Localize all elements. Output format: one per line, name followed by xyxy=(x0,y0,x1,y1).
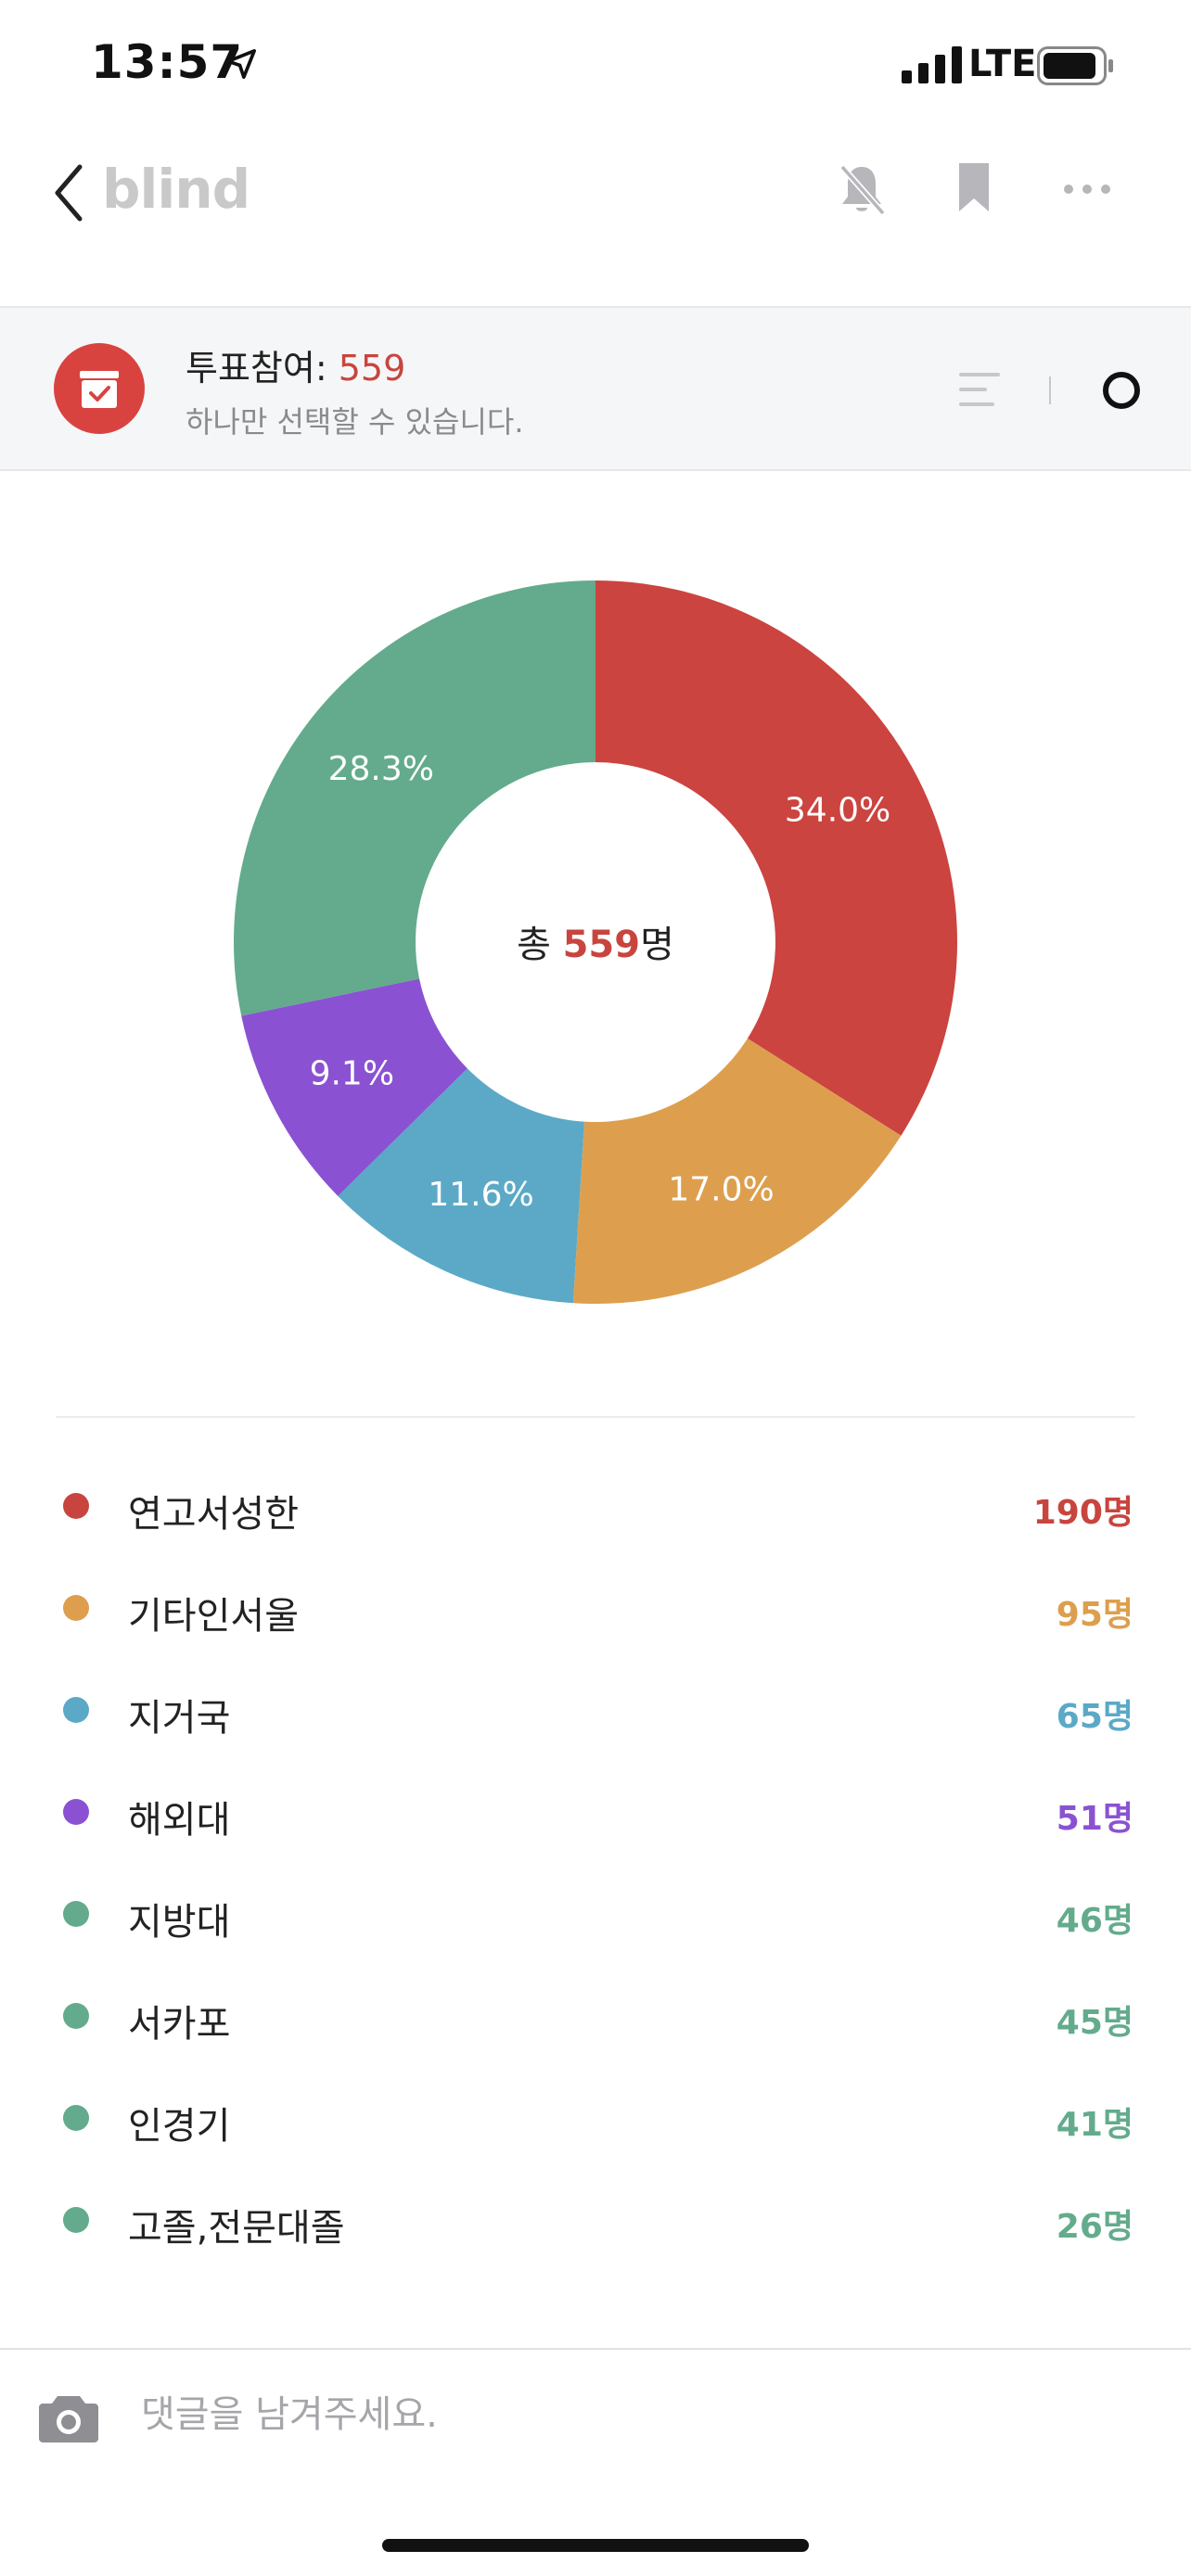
legend-value: 65명 xyxy=(1056,1698,1133,1736)
bookmark-icon[interactable] xyxy=(955,161,992,213)
legend-color-dot xyxy=(63,1697,89,1723)
more-dots-icon[interactable] xyxy=(1061,182,1113,197)
chart-legend-divider xyxy=(56,1416,1135,1418)
legend-value: 46명 xyxy=(1056,1902,1133,1940)
legend-label: 고졸,전문대졸 xyxy=(128,2207,345,2250)
ballot-box-icon xyxy=(80,371,119,408)
legend-item[interactable]: 지방대 46명 xyxy=(0,1864,1191,1966)
legend-item[interactable]: 인경기 41명 xyxy=(0,2068,1191,2170)
nav-bar: blind xyxy=(0,130,1191,306)
legend-color-dot xyxy=(63,1493,89,1519)
legend-value: 95명 xyxy=(1056,1596,1133,1634)
poll-donut-chart: 34.0% 17.0% 11.6% 9.1% 28.3% 총 559명 xyxy=(233,580,958,1304)
slice-percent-label: 34.0% xyxy=(785,791,890,829)
legend-value: 45명 xyxy=(1056,2004,1133,2042)
legend-label: 인경기 xyxy=(128,2105,231,2148)
legend-label: 연고서성한 xyxy=(128,1493,299,1536)
legend-item[interactable]: 연고서성한 190명 xyxy=(0,1456,1191,1558)
back-chevron-icon[interactable] xyxy=(52,163,85,223)
list-view-icon[interactable] xyxy=(959,371,1002,408)
bell-off-icon[interactable] xyxy=(837,161,887,217)
legend-label: 지방대 xyxy=(128,1901,231,1944)
legend-value: 26명 xyxy=(1056,2208,1133,2246)
legend-label: 기타인서울 xyxy=(128,1595,299,1638)
legend-color-dot xyxy=(63,2105,89,2131)
donut-slice xyxy=(596,580,958,1136)
view-toggle-divider xyxy=(1049,376,1051,404)
legend-color-dot xyxy=(63,1799,89,1825)
location-arrow-icon xyxy=(225,48,257,80)
poll-title: 투표참여: 559 xyxy=(186,339,405,390)
legend-color-dot xyxy=(63,2207,89,2233)
legend-label: 지거국 xyxy=(128,1697,231,1740)
donut-slice xyxy=(338,1068,585,1304)
legend-color-dot xyxy=(63,1595,89,1621)
status-bar: 13:57 LTE xyxy=(0,0,1191,130)
poll-badge xyxy=(54,343,145,434)
network-type: LTE xyxy=(968,43,1037,85)
legend-item[interactable]: 지거국 65명 xyxy=(0,1660,1191,1762)
legend-value: 51명 xyxy=(1056,1800,1133,1838)
comment-bar xyxy=(0,2348,1191,2478)
home-indicator xyxy=(382,2539,809,2552)
slice-percent-label: 9.1% xyxy=(310,1055,394,1093)
legend-label: 해외대 xyxy=(128,1799,231,1842)
poll-header: 투표참여: 559 하나만 선택할 수 있습니다. xyxy=(0,306,1191,471)
chart-center-total: 총 559명 xyxy=(517,924,674,966)
legend-item[interactable]: 고졸,전문대졸 26명 xyxy=(0,2170,1191,2272)
camera-icon[interactable] xyxy=(39,2391,98,2442)
signal-bars-icon xyxy=(902,46,962,83)
legend-value: 41명 xyxy=(1056,2106,1133,2144)
poll-title-label: 투표참여: xyxy=(186,348,339,389)
comment-input[interactable] xyxy=(139,2381,1126,2448)
legend-item[interactable]: 서카포 45명 xyxy=(0,1966,1191,2068)
donut-slice xyxy=(241,978,467,1196)
legend-item[interactable]: 해외대 51명 xyxy=(0,1762,1191,1864)
poll-subtitle: 하나만 선택할 수 있습니다. xyxy=(186,404,524,440)
legend-label: 서카포 xyxy=(128,2003,231,2046)
app-logo: blind xyxy=(102,158,250,221)
legend-color-dot xyxy=(63,1901,89,1927)
chart-view-icon[interactable] xyxy=(1100,369,1143,412)
donut-slice xyxy=(572,1038,902,1304)
legend-value: 190명 xyxy=(1032,1494,1133,1532)
slice-percent-label: 28.3% xyxy=(328,750,434,788)
slice-percent-label: 11.6% xyxy=(428,1176,533,1214)
donut-slice xyxy=(233,580,596,1016)
slice-percent-label: 17.0% xyxy=(668,1170,774,1208)
legend-item[interactable]: 기타인서울 95명 xyxy=(0,1558,1191,1660)
status-time: 13:57 xyxy=(91,35,244,89)
poll-participant-count: 559 xyxy=(338,348,406,389)
legend-color-dot xyxy=(63,2003,89,2029)
battery-icon xyxy=(1037,46,1113,85)
